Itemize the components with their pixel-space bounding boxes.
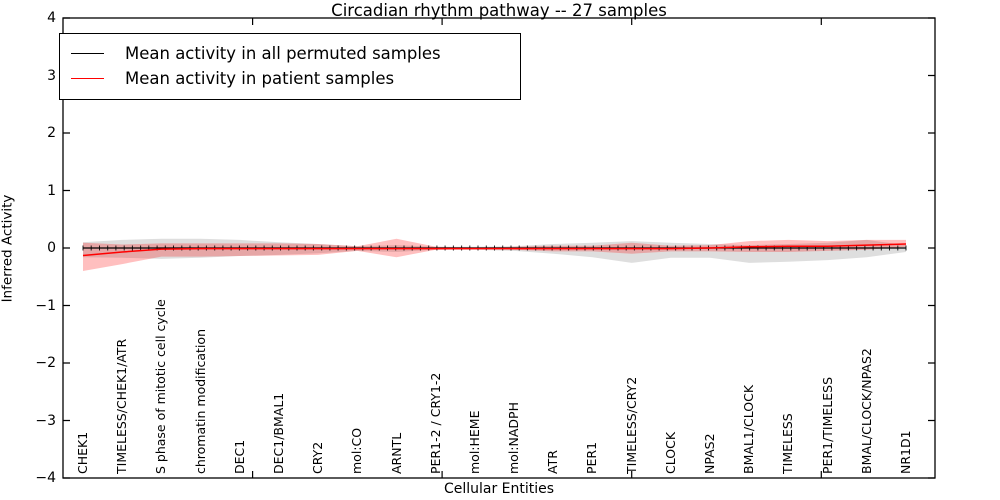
line-patient bbox=[82, 243, 907, 257]
y-tick-label: 1 bbox=[47, 182, 56, 199]
y-tick-label: 0 bbox=[47, 240, 56, 256]
x-axis-label: Cellular Entities bbox=[443, 481, 555, 497]
y-tick-label: 4 bbox=[47, 10, 56, 26]
legend: Mean activity in all permuted samples Me… bbox=[59, 33, 521, 100]
band-permuted bbox=[83, 238, 906, 263]
y-tick-label: −1 bbox=[35, 297, 56, 314]
y-tick-label: −3 bbox=[35, 412, 56, 429]
y-tick-label: −2 bbox=[35, 355, 56, 371]
chart-title: Circadian rhythm pathway -- 27 samples bbox=[331, 1, 667, 20]
y-tick-label: 2 bbox=[47, 125, 56, 141]
legend-line-permuted bbox=[71, 53, 104, 54]
y-tick-label: −4 bbox=[35, 470, 56, 486]
legend-item-patient: Mean activity in patient samples bbox=[71, 66, 509, 91]
y-tick-label: 3 bbox=[47, 67, 56, 84]
legend-label-patient: Mean activity in patient samples bbox=[125, 69, 395, 88]
legend-item-permuted: Mean activity in all permuted samples bbox=[71, 41, 509, 66]
x-axis-ticks bbox=[252, 18, 822, 478]
legend-line-patient bbox=[71, 78, 104, 79]
legend-label-permuted: Mean activity in all permuted samples bbox=[125, 44, 441, 63]
